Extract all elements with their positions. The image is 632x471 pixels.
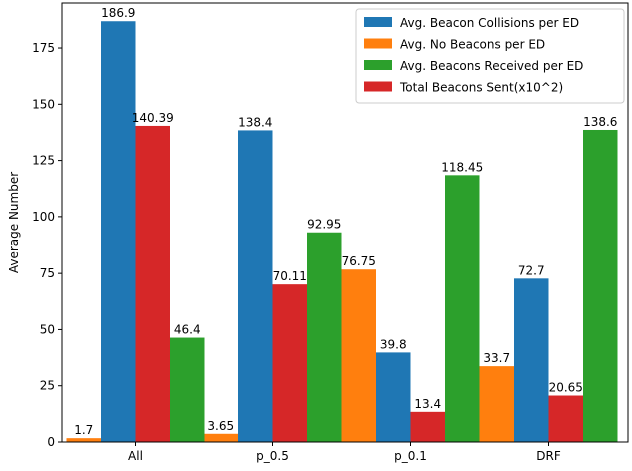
bar-All-series-0 [101,21,136,443]
y-axis-label: Average Number [7,172,21,273]
data-labels-layer: 186.9 138.4 39.8 72.7 1.7 3.65 76.75 33.7 46.4 92… [74,6,617,437]
data-label: 118.45 [441,160,483,174]
legend-box [355,8,625,104]
y-tick-label: 25 [40,379,55,393]
legend-swatch [364,60,392,70]
legend-entry: Avg. Beacon Collisions per ED [400,16,579,30]
data-label: 3.65 [207,419,234,433]
bars-layer [66,21,618,443]
legend-swatch [364,17,392,27]
bar-p_0.5-series-0 [238,130,273,443]
bar-DRF-series-1 [479,366,514,442]
bar-p_0.5-series-2 [307,232,342,442]
bar-All-series-3 [135,125,170,443]
x-axis: All p_0.5 p_0.1 DRF [128,442,561,463]
x-tick-label: All [128,449,143,463]
bar-p_0.1-series-3 [410,411,445,442]
data-label: 140.39 [132,111,174,125]
bar-DRF-series-2 [583,129,618,443]
bar-p_0.1-series-0 [376,352,411,442]
plot-frame [61,2,629,443]
y-axis: 0 25 50 75 100 125 150 175 [32,41,62,449]
data-label: 46.4 [174,323,201,337]
data-label: 20.65 [549,381,583,395]
legend-swatch [364,38,392,49]
y-tick-label: 175 [32,41,55,55]
bar-p_0.5-series-3 [272,284,307,442]
legend-entry: Avg. Beacons Received per ED [400,59,583,73]
data-label: 1.7 [74,423,93,437]
x-tick-label: p_0.1 [394,449,427,463]
bar-DRF-series-3 [548,395,583,442]
legend: Avg. Beacon Collisions per ED Avg. No Bea… [355,8,625,104]
y-tick-label: 125 [32,154,55,168]
data-label: 186.9 [101,6,135,20]
bar-DRF-series-0 [514,278,549,442]
data-label: 33.7 [483,351,510,365]
data-label: 138.6 [583,115,617,129]
data-label: 92.95 [307,218,341,232]
x-tick-label: p_0.5 [256,449,289,463]
y-tick-label: 150 [32,97,55,111]
y-tick-label: 100 [32,210,55,224]
y-tick-label: 75 [40,266,55,280]
bar-p_0.5-series-1 [203,433,238,442]
data-label: 72.7 [518,263,545,277]
bar-p_0.1-series-2 [445,175,480,443]
data-label: 13.4 [414,397,441,411]
legend-entry: Total Beacons Sent(x10^2) [399,81,563,95]
data-label: 76.75 [342,254,376,268]
y-tick-label: 0 [47,435,55,449]
legend-swatch [364,81,392,92]
bar-All-series-1 [66,438,101,442]
data-label: 70.11 [273,269,307,283]
bar-All-series-2 [170,337,205,442]
legend-entry: Avg. No Beacons per ED [400,38,545,52]
data-label: 39.8 [380,337,407,351]
y-tick-label: 50 [40,322,55,336]
data-label: 138.4 [238,115,272,129]
bar-p_0.1-series-1 [341,269,376,442]
x-tick-label: DRF [536,449,561,463]
